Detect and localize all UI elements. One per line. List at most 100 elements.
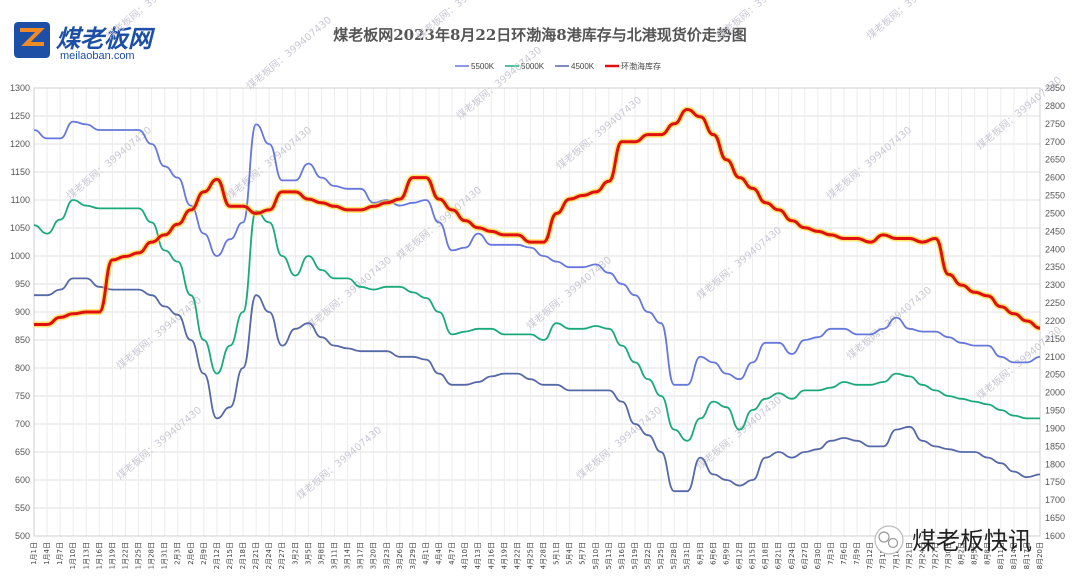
right-tick-label: 2600 [1045, 173, 1065, 183]
x-tick-label: 1月25日 [135, 542, 143, 569]
x-tick-label: 3月20日 [370, 542, 378, 569]
x-tick-label: 5月13日 [605, 542, 613, 569]
x-tick-label: 3月17日 [357, 542, 365, 569]
x-tick-label: 4月1日 [422, 542, 430, 565]
logo-mark-icon [20, 28, 45, 46]
brand-name: 煤老板网 [56, 25, 156, 53]
right-tick-label: 2000 [1045, 388, 1065, 398]
left-tick-label: 1050 [10, 223, 30, 233]
left-tick-label: 1100 [11, 195, 30, 205]
x-tick-label: 3月2日 [291, 542, 299, 565]
x-tick-label: 6月27日 [801, 542, 809, 569]
x-tick-label: 2月21日 [252, 542, 260, 569]
x-tick-label: 2月15日 [226, 542, 234, 569]
x-tick-label: 7月27日 [931, 542, 939, 569]
right-tick-label: 1800 [1045, 459, 1065, 469]
x-tick-label: 1月19日 [108, 542, 116, 569]
x-tick-label: 5月19日 [631, 542, 639, 569]
legend-label: 4500K [571, 62, 595, 71]
left-tick-label: 700 [15, 419, 30, 429]
x-tick-label: 5月1日 [553, 542, 561, 565]
x-tick-label: 7月21日 [905, 542, 913, 569]
x-tick-label: 3月8日 [317, 542, 325, 565]
left-tick-label: 550 [15, 503, 30, 513]
right-tick-label: 2700 [1045, 137, 1065, 147]
x-tick-label: 5月7日 [579, 542, 587, 565]
x-tick-label: 5月28日 [670, 542, 678, 569]
right-tick-label: 2400 [1045, 244, 1065, 254]
x-tick-label: 1月31日 [161, 542, 169, 569]
watermark: 煤老板网：399407430 [64, 123, 155, 202]
right-tick-label: 2850 [1045, 83, 1065, 93]
right-tick-label: 2500 [1045, 208, 1065, 218]
x-tick-label: 2月18日 [239, 542, 247, 569]
x-tick-label: 4月7日 [448, 542, 456, 565]
x-tick-label: 6月15日 [749, 542, 757, 569]
wechat-badge: 煤老板快讯 [874, 525, 1032, 555]
x-tick-label: 8月8日 [984, 542, 992, 565]
right-tick-label: 2650 [1045, 155, 1065, 165]
x-tick-label: 1月4日 [43, 542, 51, 565]
x-tick-label: 6月3日 [696, 542, 704, 565]
x-tick-label: 8月5日 [971, 542, 979, 565]
x-tick-label: 7月24日 [918, 542, 926, 569]
x-tick-label: 8月14日 [1010, 542, 1018, 569]
left-tick-label: 500 [15, 531, 30, 541]
left-tick-label: 1150 [11, 167, 30, 177]
left-tick-label: 1250 [10, 111, 30, 121]
watermark: 煤老板网：399407430 [574, 403, 665, 482]
x-tick-label: 5月4日 [566, 542, 574, 565]
left-tick-label: 1000 [10, 251, 30, 261]
left-tick-label: 1300 [10, 83, 30, 93]
x-tick-label: 7月9日 [853, 542, 861, 565]
x-tick-label: 7月15日 [879, 542, 887, 569]
right-axis: 1600 1650 1700 1750 1800 1850 1900 1950 2000 2050… [1045, 83, 1065, 541]
x-tick-label: 2月12日 [213, 542, 221, 569]
x-tick-label: 2月24日 [265, 542, 273, 569]
x-tick-label: 6月30日 [814, 542, 822, 569]
left-tick-label: 850 [15, 335, 30, 345]
watermark: 煤老板网：399407430 [694, 223, 785, 302]
x-tick-label: 2月27日 [278, 542, 286, 569]
x-tick-label: 3月26日 [396, 542, 404, 569]
x-tick-label: 7月30日 [945, 542, 953, 569]
left-tick-label: 1200 [10, 139, 30, 149]
watermark: 煤老板网：399407430 [824, 123, 915, 202]
brand-logo: 煤老板网 meilaoban.com [14, 22, 156, 62]
brand-domain: meilaoban.com [60, 50, 135, 62]
right-tick-label: 2250 [1045, 298, 1065, 308]
left-tick-label: 600 [15, 475, 30, 485]
right-tick-label: 2350 [1045, 262, 1065, 272]
x-tick-label: 4月19日 [500, 542, 508, 569]
watermarks: 煤老板网：399407430 煤老板网：399407430 煤老板网：3994074… [64, 0, 1065, 502]
watermark: 煤老板网：399407430 [294, 423, 385, 502]
watermark: 煤老板网：399407430 [244, 13, 335, 92]
right-tick-label: 2550 [1045, 191, 1065, 201]
x-tick-label: 6月18日 [762, 542, 770, 569]
chart-title: 煤老板网2023年8月22日环渤海8港库存与北港现货价走势图 [333, 26, 747, 44]
left-tick-label: 900 [15, 307, 30, 317]
x-tick-label: 7月3日 [827, 542, 835, 565]
series-line-inventory [34, 108, 1041, 330]
grid [33, 87, 1041, 537]
x-tick-label: 4月4日 [435, 542, 443, 565]
x-tick-label: 3月29日 [409, 542, 417, 569]
x-tick-label: 8月17日 [1023, 542, 1031, 569]
x-tick-label: 8月20日 [1036, 542, 1044, 569]
right-tick-label: 1850 [1045, 441, 1065, 451]
legend-label: 5000K [521, 62, 545, 71]
x-tick-label: 1月7日 [56, 542, 64, 565]
watermark: 煤老板网：399407430 [554, 93, 645, 172]
x-tick-label: 6月12日 [736, 542, 744, 569]
series-layer [33, 106, 1041, 493]
x-tick-label: 6月21日 [775, 542, 783, 569]
left-axis: 500 550 600 650 700 750 800 850 900 950 1000 1050 11… [10, 83, 30, 541]
x-tick-label: 2月6日 [187, 542, 195, 565]
right-tick-label: 1900 [1045, 423, 1065, 433]
x-tick-label: 1月28日 [148, 542, 156, 569]
right-tick-label: 2150 [1045, 334, 1065, 344]
watermark: 煤老板网：399407430 [524, 253, 615, 332]
right-tick-label: 2200 [1045, 316, 1065, 326]
legend-label: 5500K [471, 62, 495, 71]
